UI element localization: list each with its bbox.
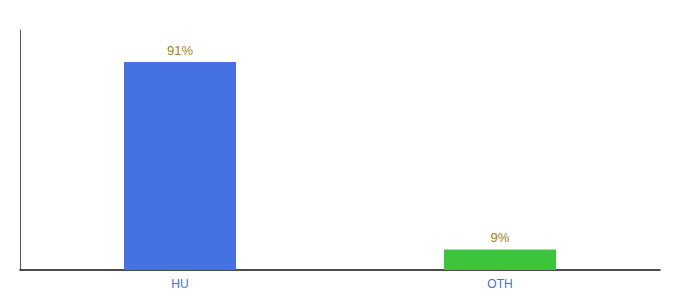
svg-text:91%: 91% bbox=[167, 43, 193, 58]
svg-text:9%: 9% bbox=[491, 230, 510, 245]
svg-text:HU: HU bbox=[171, 277, 188, 291]
svg-text:OTH: OTH bbox=[487, 277, 512, 291]
